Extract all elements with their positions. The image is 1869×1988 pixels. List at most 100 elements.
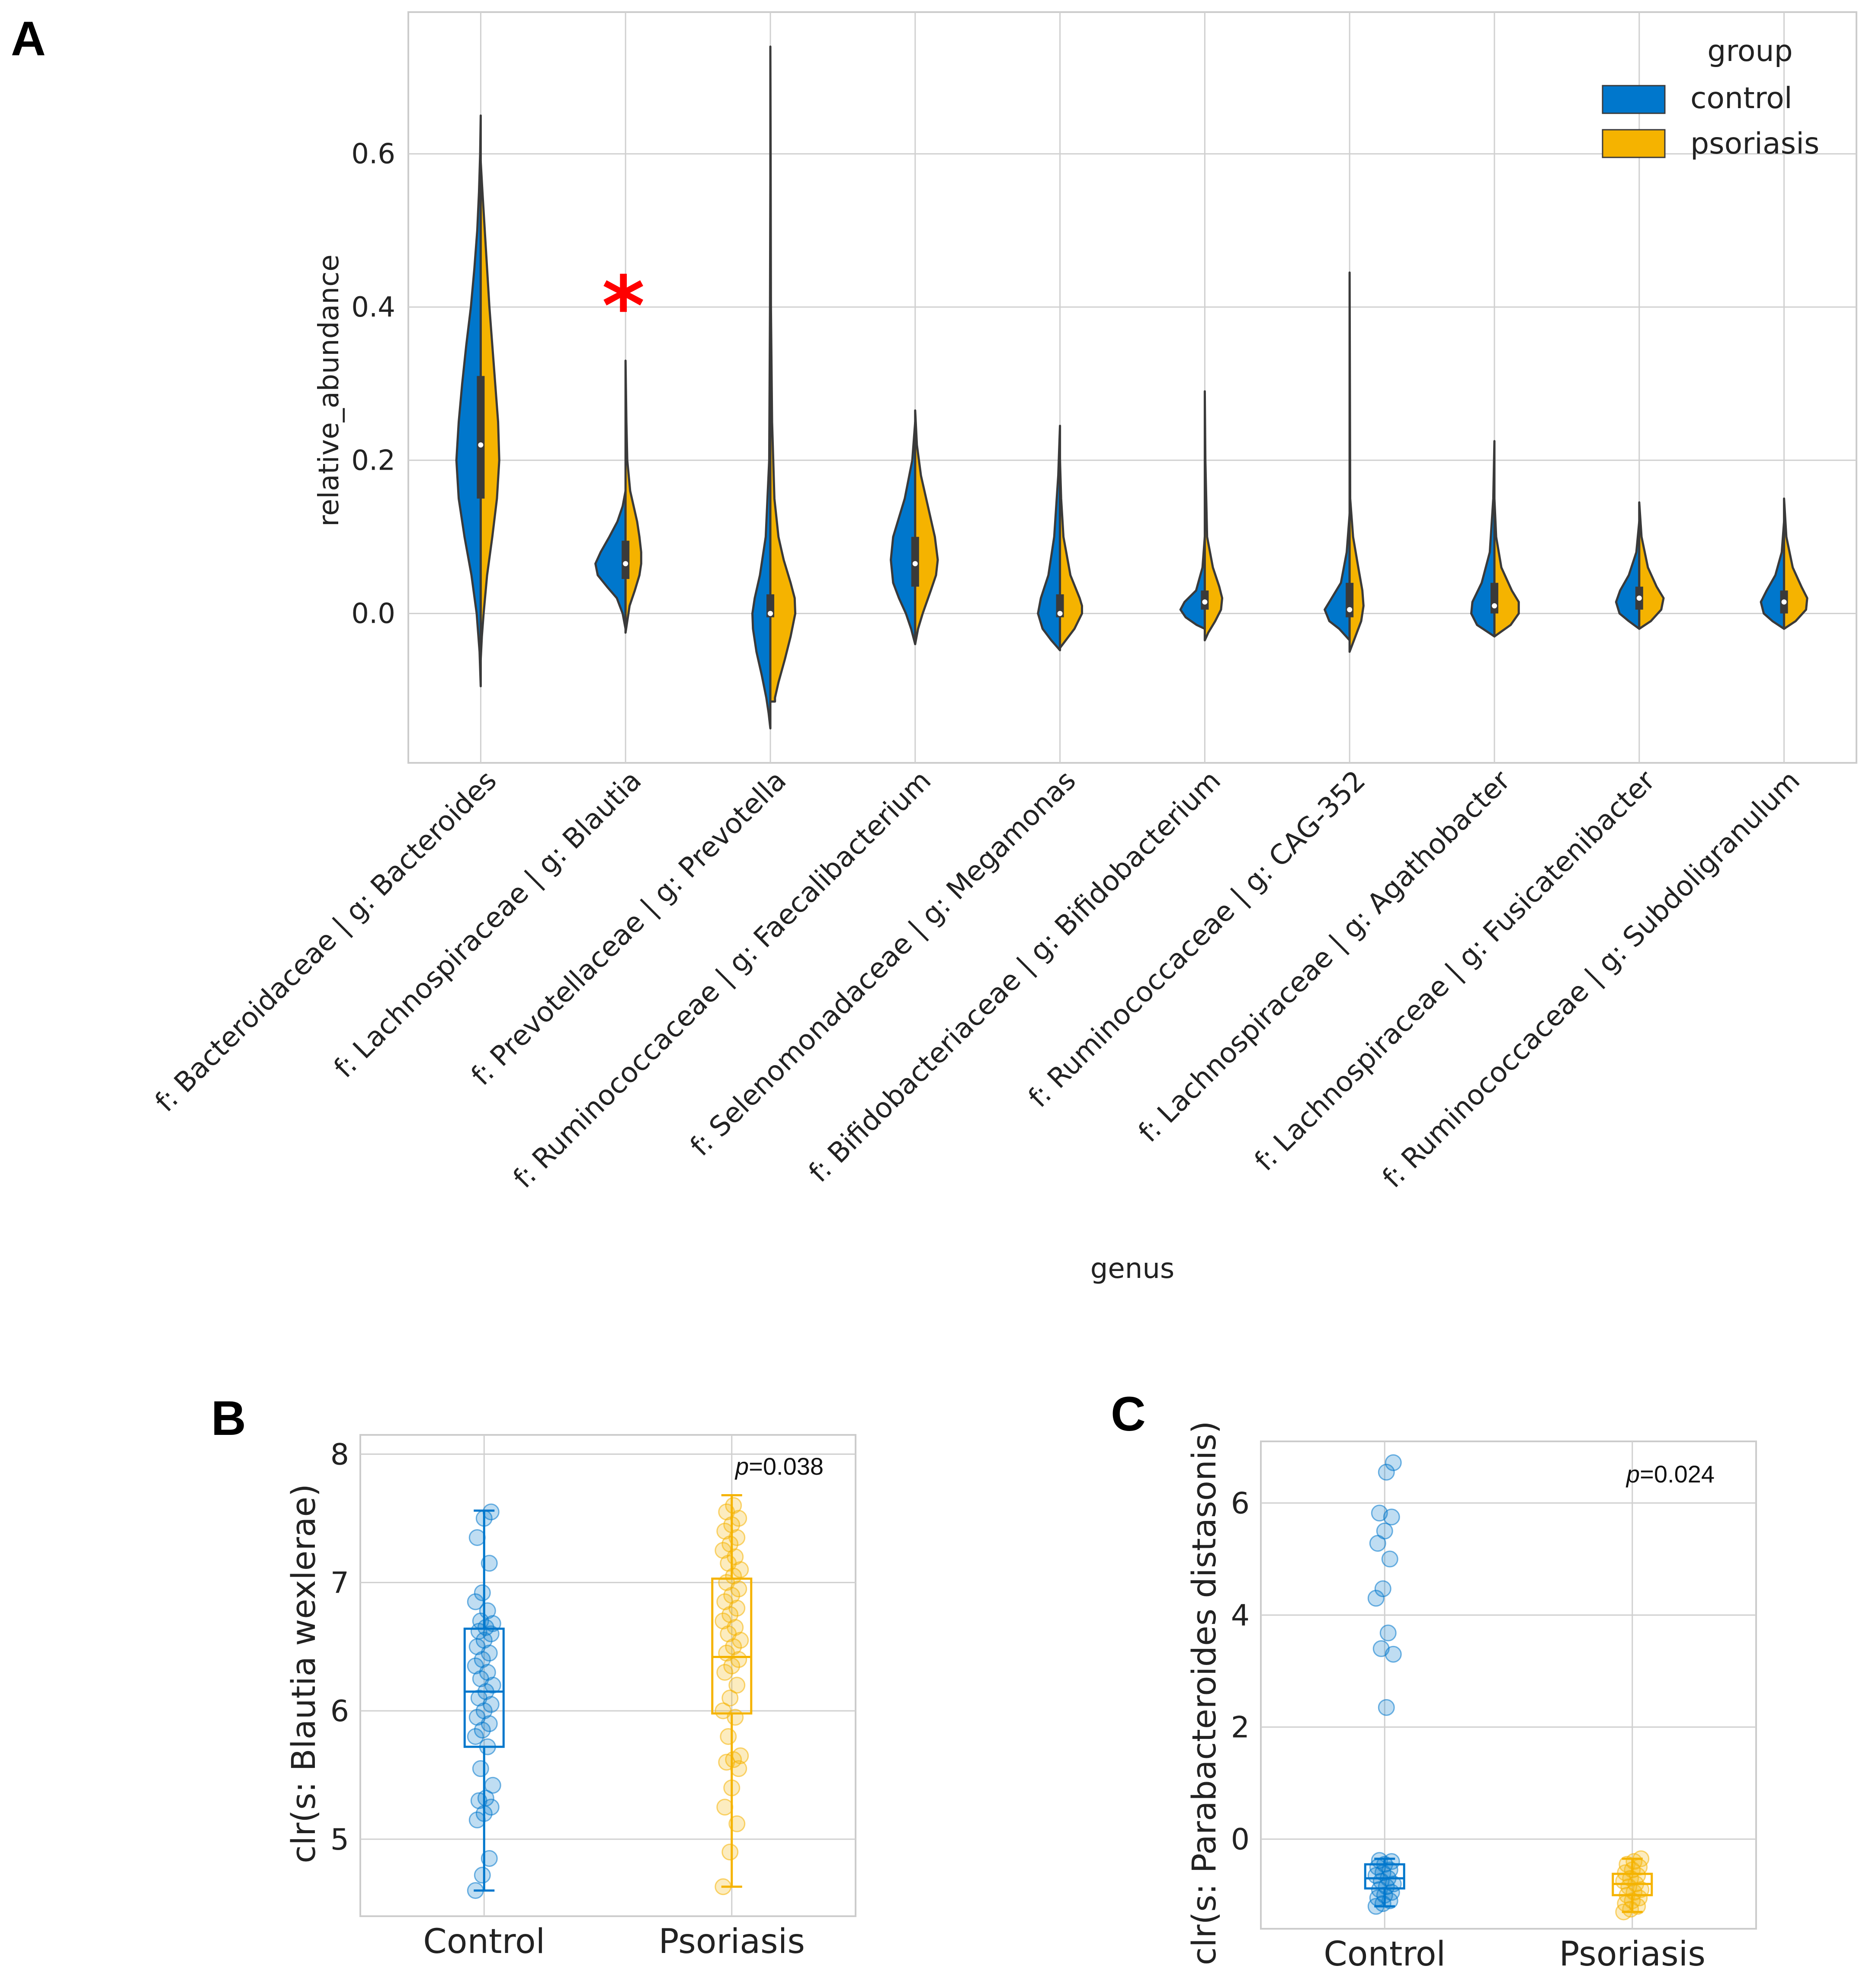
data-point xyxy=(720,1728,737,1745)
data-point xyxy=(1381,1550,1398,1568)
data-point xyxy=(1385,1454,1402,1471)
data-point xyxy=(716,1664,734,1681)
data-point xyxy=(725,1497,742,1514)
data-point xyxy=(718,1645,735,1662)
violin-median xyxy=(1202,599,1208,605)
data-point xyxy=(716,1593,734,1610)
violin-median xyxy=(478,442,484,448)
data-point xyxy=(721,1689,739,1706)
violin-control xyxy=(751,176,772,730)
panel-c-x-ticks: Control Psoriasis xyxy=(1324,1935,1706,1974)
violin-control xyxy=(1470,440,1496,638)
y-tick-label: 7 xyxy=(330,1566,349,1600)
data-point xyxy=(479,1602,496,1620)
violin-median xyxy=(1781,599,1787,605)
p-value: =0.038 xyxy=(749,1453,824,1480)
data-point xyxy=(470,1689,487,1706)
panel-a: A 0.0 0.2 0.4 0.6 f: Bacteroidaceae | g: Ba… xyxy=(11,11,1857,1285)
data-point xyxy=(715,1542,732,1559)
panel-c-y-axis-label: clr(s: Parabacteroides distasonis) xyxy=(1185,1421,1223,1965)
violin-median xyxy=(1057,611,1063,616)
panel-c-plot-area xyxy=(1260,1441,1757,1930)
data-point xyxy=(1374,1580,1391,1597)
panel-a-letter: A xyxy=(11,12,46,66)
violin-median xyxy=(912,561,918,567)
data-point xyxy=(1376,1522,1393,1540)
data-point xyxy=(718,1574,735,1591)
data-point xyxy=(477,1790,494,1807)
violin-control xyxy=(1760,520,1786,630)
panel-c-gridlines xyxy=(1261,1441,1756,1929)
violin-iqr xyxy=(1056,594,1064,618)
panel-a-violins xyxy=(455,45,1808,730)
violin-psoriasis xyxy=(479,160,500,661)
violin-control xyxy=(890,421,917,645)
legend-label-psoriasis: psoriasis xyxy=(1690,127,1819,161)
data-point xyxy=(718,1503,735,1521)
legend-label-control: control xyxy=(1690,81,1792,115)
x-tick-label: Psoriasis xyxy=(658,1922,805,1961)
panel-b-plot-area xyxy=(359,1434,856,1917)
data-point xyxy=(715,1702,732,1719)
violin-control xyxy=(1179,535,1206,630)
data-point xyxy=(1379,1624,1397,1642)
panel-c-boxes xyxy=(1364,1454,1653,1921)
data-point xyxy=(728,1677,746,1694)
violin-control xyxy=(1615,520,1641,630)
violin-iqr xyxy=(766,594,774,618)
data-point xyxy=(1371,1505,1388,1522)
panel-a-x-axis-label: genus xyxy=(1090,1253,1174,1285)
violin-control xyxy=(594,490,627,630)
data-point xyxy=(715,1878,732,1895)
panel-b-boxes xyxy=(463,1494,753,1899)
violin-control xyxy=(455,114,482,688)
panel-b: B 5 6 7 8 Control Psoriasis clr(s: Blautia w… xyxy=(211,1391,856,1961)
violin-psoriasis xyxy=(1638,501,1665,630)
y-tick-label: 2 xyxy=(1231,1711,1250,1745)
panel-b-y-ticks: 5 6 7 8 xyxy=(330,1438,349,1857)
y-tick-label: 0.0 xyxy=(351,598,395,630)
data-point xyxy=(723,1779,741,1796)
data-point xyxy=(467,1728,484,1745)
y-tick-label: 5 xyxy=(330,1823,349,1857)
data-point xyxy=(474,1866,491,1884)
data-point xyxy=(481,1555,498,1572)
violin-iqr xyxy=(1491,583,1498,614)
panel-b-x-ticks: Control Psoriasis xyxy=(423,1922,805,1961)
violin-psoriasis xyxy=(1348,271,1365,653)
data-point xyxy=(482,1503,500,1521)
violin-median xyxy=(1636,595,1642,601)
panel-b-letter: B xyxy=(211,1391,246,1445)
significance-star: * xyxy=(602,259,645,354)
violin-iqr xyxy=(622,541,630,579)
y-tick-label: 0.2 xyxy=(351,445,395,477)
data-point xyxy=(472,1760,489,1777)
x-tick-label: f: Lachnospiraceae | g: Blautia xyxy=(328,765,648,1084)
legend: group control psoriasis xyxy=(1602,34,1819,161)
data-point xyxy=(1632,1850,1650,1867)
data-point xyxy=(1378,1463,1395,1481)
violin-median xyxy=(1347,607,1353,612)
data-point xyxy=(467,1593,484,1610)
box-iqr xyxy=(711,1577,753,1715)
violin-psoriasis xyxy=(624,359,642,634)
data-point xyxy=(468,1529,486,1546)
violin-iqr xyxy=(477,376,485,499)
data-point xyxy=(475,1510,493,1527)
panel-b-y-axis-label: clr(s: Blautia wexlerae) xyxy=(284,1484,323,1863)
data-point xyxy=(479,1738,496,1755)
y-tick-label: 0 xyxy=(1231,1823,1250,1857)
p-value: =0.024 xyxy=(1640,1460,1715,1488)
p-symbol: p xyxy=(734,1453,749,1480)
y-tick-label: 0.4 xyxy=(351,291,395,323)
data-point xyxy=(1383,1853,1400,1870)
box-iqr xyxy=(463,1627,505,1748)
data-point xyxy=(1378,1699,1395,1716)
violin-psoriasis xyxy=(1059,459,1083,649)
violin-median xyxy=(1492,603,1497,608)
data-point xyxy=(715,1612,732,1629)
violin-median xyxy=(768,611,773,616)
x-tick-label: Psoriasis xyxy=(1559,1935,1706,1974)
violin-control xyxy=(1037,425,1061,652)
